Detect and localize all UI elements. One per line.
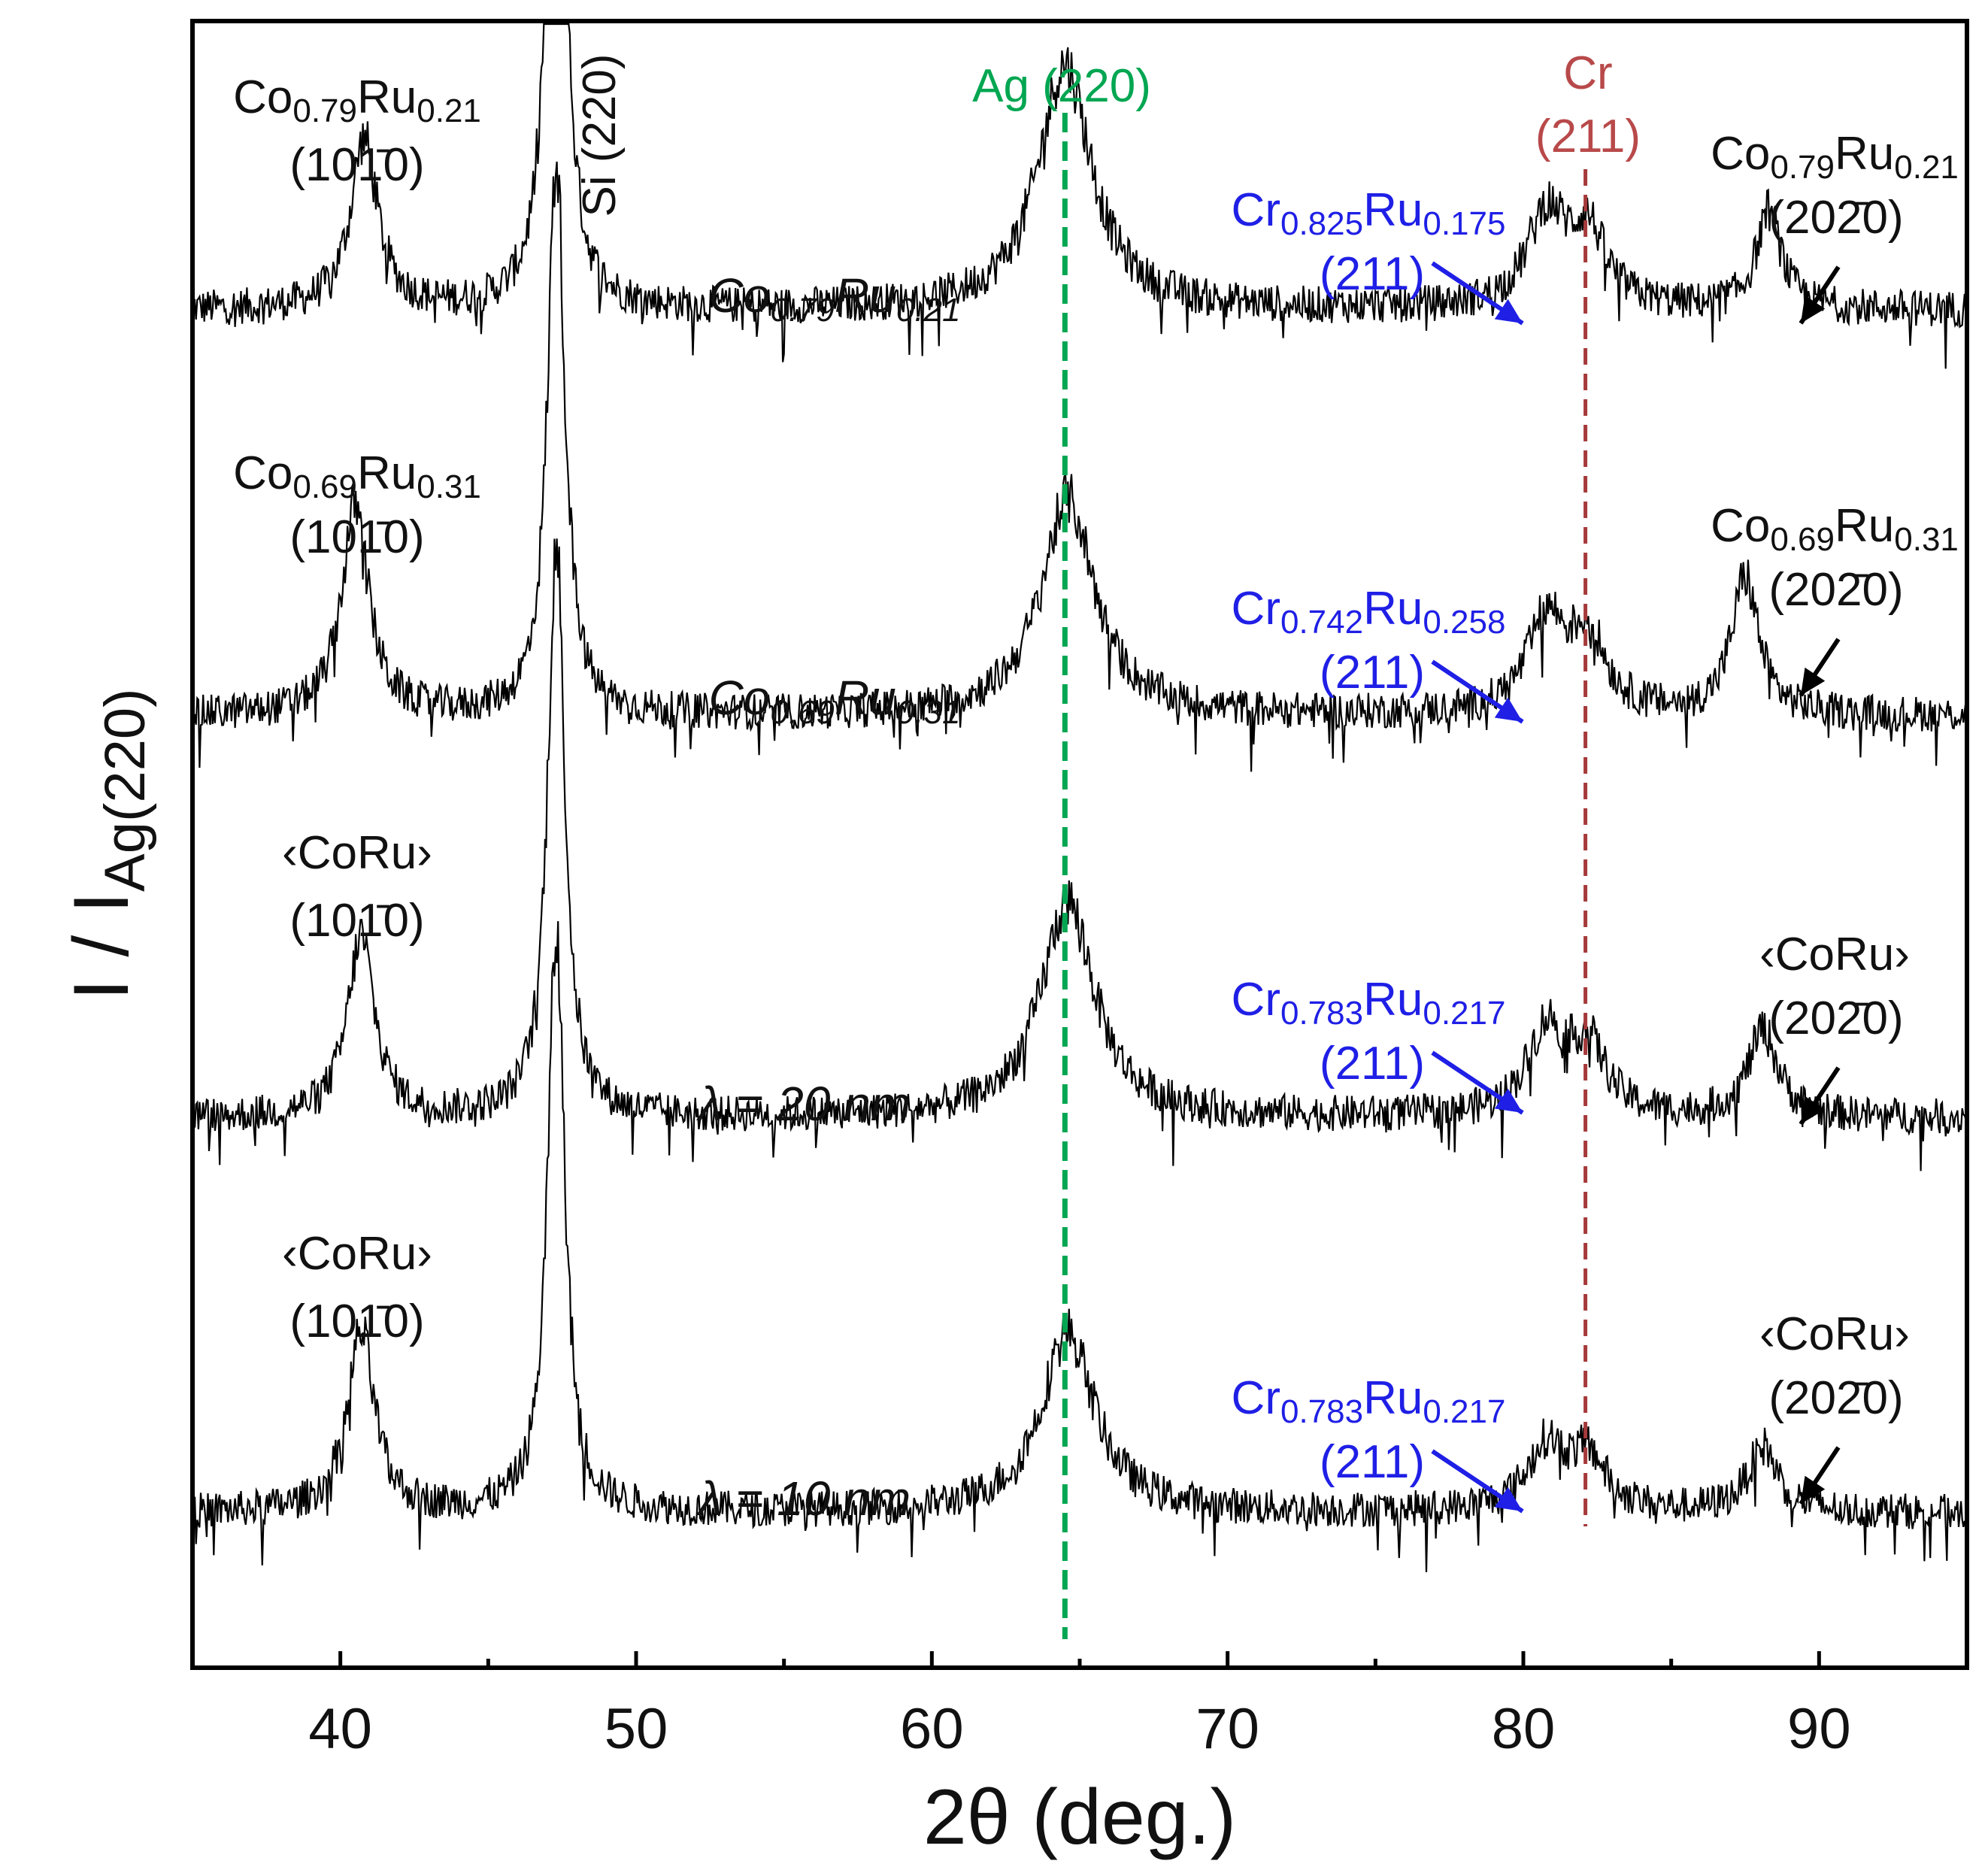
right-peak-hkl-label: (202̄0) xyxy=(1768,564,1903,616)
x-ticks-layer: 40 50 60 70 80 90 xyxy=(190,1651,1969,1761)
left-peak-hkl-label: (101̄0) xyxy=(289,139,424,191)
x-tick-label: 70 xyxy=(1196,1697,1259,1761)
cr-peak-phase-label: Cr0.825Ru0.175 xyxy=(1232,184,1506,242)
sample-label: λ = 20 nm xyxy=(696,1077,911,1131)
cr-peak-arrow xyxy=(1431,659,1524,724)
cr-peak-arrow xyxy=(1431,1050,1524,1115)
left-peak-phase-label: ‹CoRu› xyxy=(282,827,432,879)
right-peak-arrow xyxy=(1799,638,1841,697)
series-line-2 xyxy=(192,161,1968,772)
right-peak-arrow xyxy=(1799,265,1841,325)
plot-frame xyxy=(190,19,1969,1670)
annotations-layer: Ag (220) Cr (211) Si (220) Co0.79Ru0.21 (101̄… xyxy=(233,47,1959,1526)
right-peak-phase-label: ‹CoRu› xyxy=(1759,1308,1910,1360)
left-peak-phase-label: Co0.69Ru0.31 xyxy=(233,447,481,505)
right-peak-arrow xyxy=(1799,1066,1841,1126)
cr-peak-phase-label: Cr0.783Ru0.217 xyxy=(1232,974,1506,1032)
x-tick-label: 80 xyxy=(1492,1697,1556,1761)
left-peak-hkl-label: (101̄0) xyxy=(289,511,424,563)
cr-peak-hkl-label: (211) xyxy=(1320,1436,1425,1488)
ag-220-label: Ag (220) xyxy=(972,60,1151,112)
cr-peak-hkl-label: (211) xyxy=(1320,1038,1425,1090)
cr-peak-phase-label: Cr0.783Ru0.217 xyxy=(1232,1372,1506,1430)
x-tick-label: 50 xyxy=(605,1697,668,1761)
cr-peak-arrow xyxy=(1431,261,1524,326)
left-peak-phase-label: Co0.79Ru0.21 xyxy=(233,71,481,129)
left-peak-hkl-label: (101̄0) xyxy=(289,1296,424,1347)
cr-peak-arrow xyxy=(1431,1449,1524,1514)
cr-peak-hkl-label: (211) xyxy=(1320,647,1425,699)
cr-label-line2: (211) xyxy=(1535,111,1641,162)
right-peak-arrow xyxy=(1799,1446,1841,1505)
right-peak-phase-label: ‹CoRu› xyxy=(1759,929,1910,980)
left-peak-hkl-label: (101̄0) xyxy=(289,895,424,947)
si-220-label: Si (220) xyxy=(574,53,626,217)
series-line-4 xyxy=(191,921,1968,1572)
y-axis-label: I / IAg(220) xyxy=(58,689,157,1001)
x-tick-label: 90 xyxy=(1787,1697,1851,1761)
sample-label: Co0.69Ru0.31 xyxy=(709,671,961,731)
x-tick-label: 40 xyxy=(308,1697,372,1761)
reference-lines-layer xyxy=(1062,113,1588,1639)
right-peak-hkl-label: (202̄0) xyxy=(1768,192,1903,244)
sample-label: Co0.79Ru0.21 xyxy=(709,268,961,329)
cr-peak-phase-label: Cr0.742Ru0.258 xyxy=(1232,583,1506,641)
right-peak-hkl-label: (202̄0) xyxy=(1768,1372,1903,1424)
right-peak-phase-label: Co0.69Ru0.31 xyxy=(1711,500,1959,558)
cr-label-line1: Cr xyxy=(1563,47,1612,99)
cr-peak-hkl-label: (211) xyxy=(1320,248,1425,300)
right-peak-hkl-label: (202̄0) xyxy=(1768,993,1903,1044)
left-peak-phase-label: ‹CoRu› xyxy=(282,1228,432,1280)
sample-label: λ = 10 nm xyxy=(696,1471,911,1526)
traces-layer xyxy=(191,23,1968,1572)
x-tick-label: 60 xyxy=(900,1697,964,1761)
series-line-3 xyxy=(191,538,1968,1171)
right-peak-phase-label: Co0.79Ru0.21 xyxy=(1711,128,1959,186)
x-axis-label: 2θ (deg.) xyxy=(923,1774,1236,1861)
series-line-1 xyxy=(192,23,1968,369)
